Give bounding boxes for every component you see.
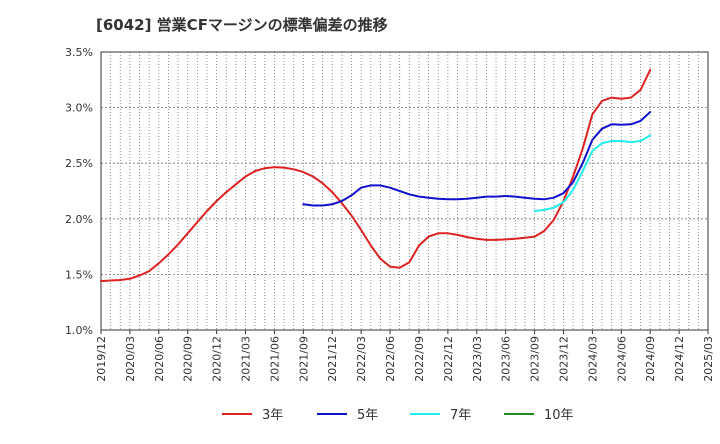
x-tick-label: 2024/06: [615, 336, 628, 382]
x-tick-label: 2023/12: [557, 336, 570, 382]
y-tick-label: 3.0%: [65, 102, 93, 115]
x-tick-label: 2024/09: [644, 336, 657, 382]
x-tick-label: 2022/06: [384, 336, 397, 382]
x-tick-label: 2021/12: [326, 336, 339, 382]
legend-label: 3年: [262, 408, 283, 423]
legend-label: 10年: [544, 408, 574, 423]
y-tick-label: 2.0%: [65, 213, 93, 226]
series-line-5年: [302, 111, 652, 207]
chart-title: [6042] 営業CFマージンの標準偏差の推移: [96, 16, 388, 34]
y-tick-label: 1.5%: [65, 268, 93, 281]
x-tick-label: 2022/03: [355, 336, 368, 382]
x-tick-label: 2021/09: [297, 336, 310, 382]
y-tick-label: 2.5%: [65, 157, 93, 170]
x-tick-label: 2024/12: [673, 336, 686, 382]
x-tick-label: 2022/12: [442, 336, 455, 382]
x-tick-label: 2020/12: [211, 336, 224, 382]
x-tick-label: 2023/03: [471, 336, 484, 382]
x-tick-label: 2021/03: [240, 336, 253, 382]
x-tick-label: 2025/03: [702, 336, 715, 382]
x-tick-label: 2020/09: [182, 336, 195, 382]
plot-area-frame: [100, 51, 709, 331]
series-line-3年: [100, 68, 652, 283]
x-tick-label: 2024/03: [586, 336, 599, 382]
x-tick-label: 2019/12: [95, 336, 108, 382]
x-tick-label: 2022/09: [413, 336, 426, 382]
y-tick-label: 1.0%: [65, 324, 93, 337]
series-line-7年: [533, 134, 652, 212]
legend-label: 7年: [450, 408, 471, 423]
x-tick-label: 2020/06: [153, 336, 166, 382]
x-tick-label: 2021/06: [268, 336, 281, 382]
x-tick-label: 2023/09: [529, 336, 542, 382]
x-tick-label: 2023/06: [500, 336, 513, 382]
x-tick-label: 2020/03: [124, 336, 137, 382]
y-tick-label: 3.5%: [65, 46, 93, 59]
legend-label: 5年: [357, 408, 378, 423]
